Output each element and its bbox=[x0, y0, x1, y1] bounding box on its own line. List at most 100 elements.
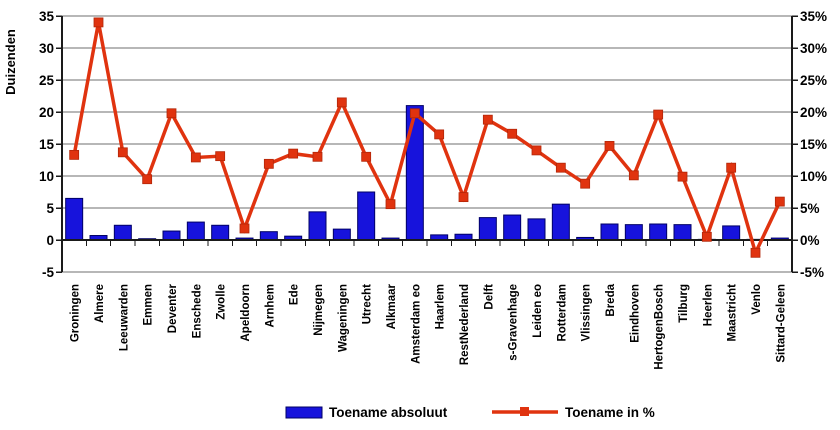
x-category-label: Leeuwarden bbox=[118, 284, 130, 351]
x-category-label: Leiden eo bbox=[532, 284, 544, 338]
line-marker-20 bbox=[555, 162, 566, 173]
left-axis-tick-label: 0 bbox=[46, 233, 54, 248]
x-category-label: Emmen bbox=[143, 284, 155, 326]
line-marker-17 bbox=[482, 114, 493, 125]
left-axis-tick-label: 5 bbox=[46, 201, 54, 216]
bar-0 bbox=[65, 197, 84, 241]
line-marker-14 bbox=[409, 108, 420, 119]
x-category-label: Utrecht bbox=[362, 284, 374, 324]
x-category-label: Eindhoven bbox=[629, 284, 641, 343]
line-marker-19 bbox=[531, 145, 542, 156]
line-marker-11 bbox=[336, 97, 347, 108]
line-marker-28 bbox=[750, 247, 761, 258]
line-marker-15 bbox=[434, 129, 445, 140]
bar-10 bbox=[308, 211, 327, 241]
x-category-label: Groningen bbox=[70, 284, 82, 342]
bar-11 bbox=[332, 228, 351, 241]
x-category-label: Haarlem bbox=[435, 284, 447, 329]
line-marker-25 bbox=[677, 171, 688, 182]
x-category-label: Tilburg bbox=[678, 284, 690, 323]
bar-12 bbox=[357, 191, 376, 241]
right-axis-tick-label: 35% bbox=[800, 9, 827, 24]
left-axis-tick-label: 15 bbox=[39, 137, 55, 152]
x-category-label: Amsterdam eo bbox=[410, 284, 422, 364]
line-marker-12 bbox=[361, 151, 372, 162]
right-axis-tick-label: 5% bbox=[800, 201, 820, 216]
bar-5 bbox=[186, 221, 205, 241]
line-marker-27 bbox=[726, 162, 737, 173]
legend: Toename absoluut Toename in % bbox=[285, 405, 655, 420]
gridlines bbox=[62, 15, 792, 273]
bar-23 bbox=[624, 224, 643, 241]
line-marker-26 bbox=[701, 231, 712, 242]
legend-line-marker bbox=[520, 407, 529, 416]
x-category-label: Ede bbox=[289, 284, 301, 305]
line-path bbox=[72, 22, 782, 258]
line-marker-4 bbox=[166, 108, 177, 119]
right-axis-tick-label: 10% bbox=[800, 169, 827, 184]
legend-label-line: Toename in % bbox=[565, 405, 655, 420]
x-category-label: Rotterdam bbox=[556, 284, 568, 342]
line-marker-23 bbox=[628, 170, 639, 181]
bar-22 bbox=[600, 223, 619, 241]
bar-6 bbox=[211, 224, 230, 241]
line-marker-18 bbox=[507, 128, 518, 139]
left-axis-tick-label: -5 bbox=[42, 265, 54, 280]
x-category-label: Nijmegen bbox=[313, 284, 325, 336]
x-category-label: Deventer bbox=[167, 283, 179, 333]
x-category-label: Almere bbox=[94, 284, 106, 323]
bar-8 bbox=[259, 231, 278, 241]
x-category-label: Apeldoorn bbox=[240, 284, 252, 342]
x-category-label: Venlo bbox=[751, 284, 763, 315]
right-axis-tick-label: 20% bbox=[800, 105, 827, 120]
line-marker-21 bbox=[580, 178, 591, 189]
bar-4 bbox=[162, 230, 181, 241]
left-axis-tick-label: 25 bbox=[39, 73, 55, 88]
legend-bar-swatch bbox=[285, 406, 323, 419]
bar-14 bbox=[405, 105, 424, 241]
line-marker-0 bbox=[69, 149, 80, 160]
x-category-label: Sittard-Geleen bbox=[775, 284, 787, 363]
left-axis-tick-label: 35 bbox=[39, 9, 55, 24]
line-marker-2 bbox=[117, 147, 128, 158]
bar-25 bbox=[673, 224, 692, 241]
line-series bbox=[69, 17, 785, 258]
left-axis-tick-label: 30 bbox=[39, 41, 54, 56]
line-marker-13 bbox=[385, 199, 396, 210]
left-axis-tick-label: 20 bbox=[39, 105, 54, 120]
line-marker-3 bbox=[142, 174, 153, 185]
left-axis-title: Duizenden bbox=[3, 29, 18, 95]
line-marker-5 bbox=[190, 152, 201, 163]
bar-27 bbox=[722, 225, 741, 241]
x-category-label: Enschede bbox=[191, 284, 203, 338]
bar-17 bbox=[478, 217, 497, 241]
x-category-label: RestNederland bbox=[459, 284, 471, 365]
line-marker-8 bbox=[263, 158, 274, 169]
line-marker-24 bbox=[653, 109, 664, 120]
bar-18 bbox=[503, 214, 522, 241]
x-category-label: Heerlen bbox=[702, 284, 714, 326]
bar-2 bbox=[113, 224, 132, 241]
x-category-label: s-Gravenhage bbox=[508, 284, 520, 361]
right-axis-tick-label: -5% bbox=[800, 265, 824, 280]
left-axis-tick-label: 10 bbox=[39, 169, 54, 184]
line-marker-7 bbox=[239, 223, 250, 234]
x-category-label: HertogenBosch bbox=[654, 284, 666, 370]
line-marker-10 bbox=[312, 151, 323, 162]
right-axis-tick-label: 15% bbox=[800, 137, 827, 152]
bar-19 bbox=[527, 218, 546, 241]
right-axis-tick-label: 25% bbox=[800, 73, 827, 88]
line-marker-29 bbox=[774, 196, 785, 207]
x-category-label: Alkmaar bbox=[386, 283, 398, 329]
x-category-label: Delft bbox=[483, 284, 495, 310]
bar-20 bbox=[551, 203, 570, 241]
line-marker-9 bbox=[288, 148, 299, 159]
legend-label-bars: Toename absoluut bbox=[329, 405, 448, 420]
x-category-label: Arnhem bbox=[264, 284, 276, 327]
x-category-label: Vlissingen bbox=[581, 284, 593, 342]
line-marker-16 bbox=[458, 192, 469, 203]
line-marker-1 bbox=[93, 17, 104, 28]
right-axis-tick-label: 30% bbox=[800, 41, 827, 56]
